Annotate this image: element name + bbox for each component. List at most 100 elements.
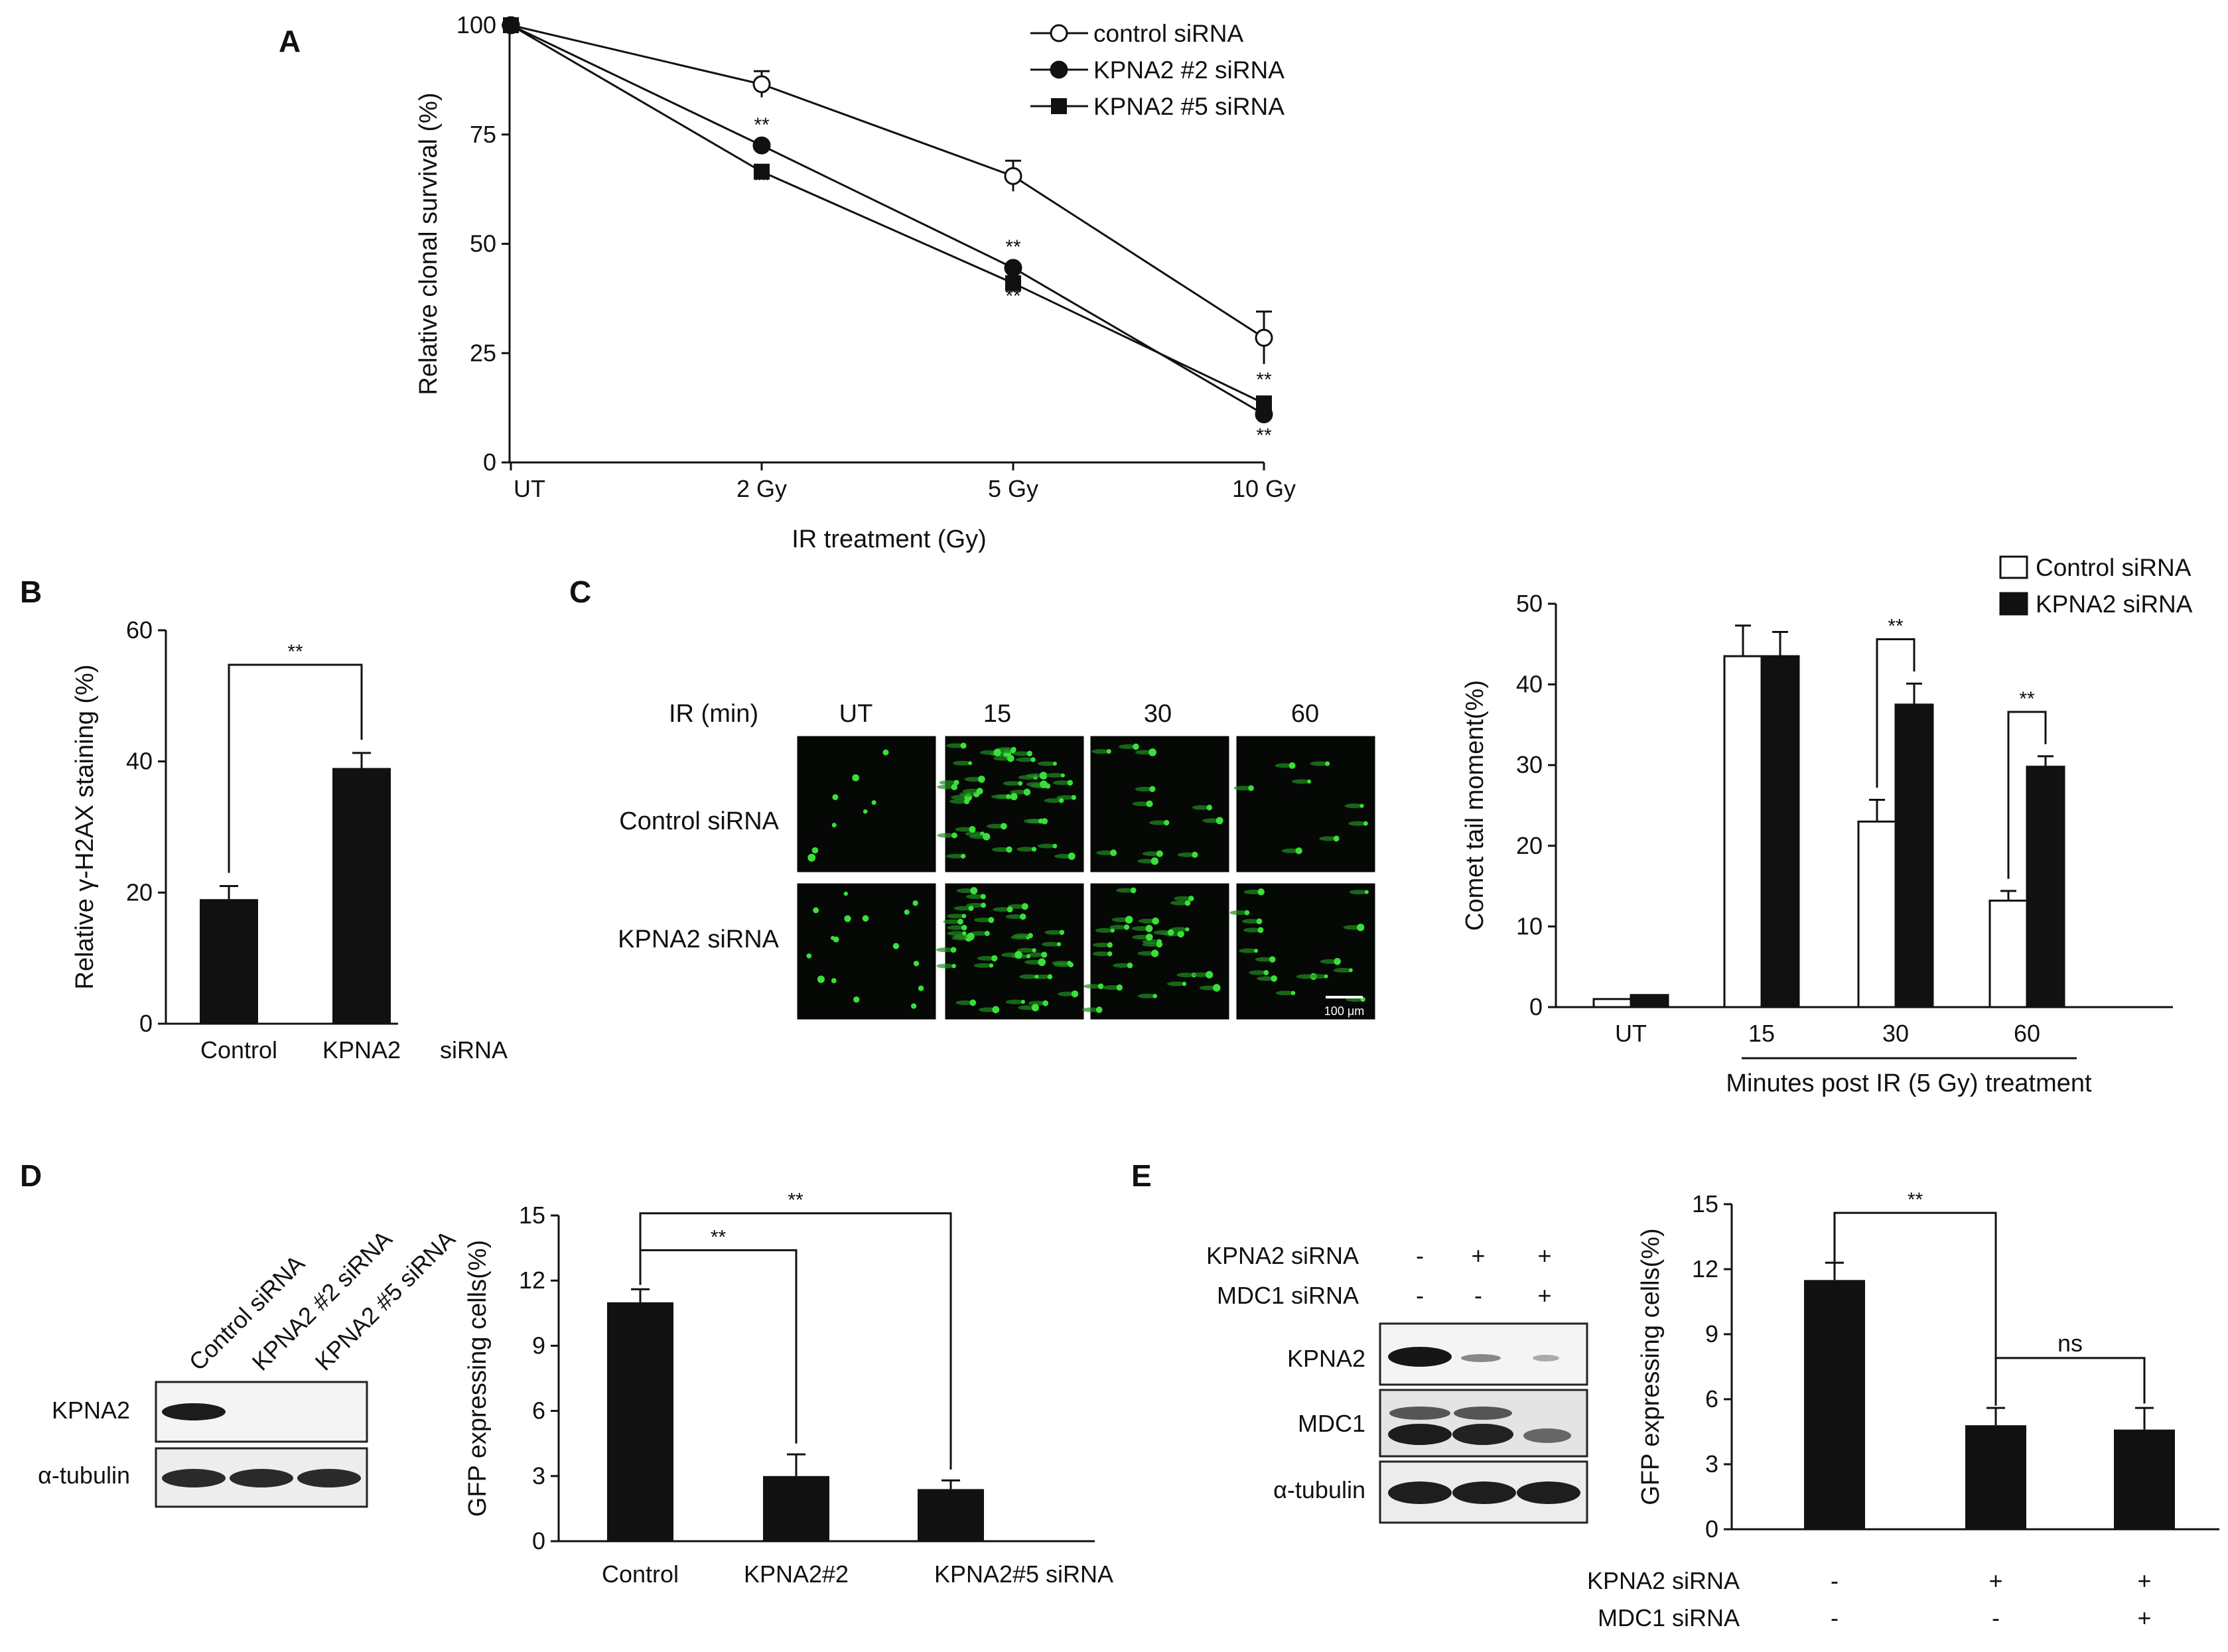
comet-head (1040, 780, 1048, 788)
comet-head (1348, 968, 1353, 973)
comet-head (1042, 1000, 1049, 1006)
data-point-circle (1004, 259, 1022, 277)
comet-head (1307, 779, 1312, 784)
legend-marker (1050, 24, 1068, 42)
comet-head (951, 963, 956, 969)
y-tick-label: 0 (139, 1010, 153, 1037)
comet-head (1068, 852, 1076, 860)
comet-tail (1016, 947, 1036, 953)
comet-head (1058, 797, 1064, 803)
comet-tail (1137, 993, 1156, 998)
legend-label: KPNA2 #2 siRNA (1093, 56, 1285, 84)
comet-head (1359, 803, 1364, 808)
significance-bracket (1994, 1357, 2146, 1404)
comet-tail (1149, 820, 1168, 825)
y-tick-label: 50 (1516, 590, 1543, 617)
comet-head (892, 943, 900, 949)
blot-e-band (1533, 1355, 1559, 1361)
blot-d-row-tubulin: α-tubulin (38, 1462, 130, 1489)
comet-head (831, 978, 837, 984)
y-tick-label: 25 (470, 339, 496, 366)
comet-head (911, 1003, 917, 1009)
comet-head (862, 915, 869, 922)
comet-tail (1007, 904, 1026, 909)
legend-marker (1051, 98, 1067, 114)
comet-head (1248, 785, 1254, 792)
comet-head (1156, 941, 1163, 948)
comet-head (988, 917, 995, 924)
blot-e-row-tubulin: α-tubulin (1273, 1476, 1365, 1503)
data-point-circle (752, 75, 771, 94)
comet-head (918, 985, 924, 991)
comet-col-30: 30 (1144, 700, 1172, 728)
x-tick-label: Control (200, 1036, 277, 1064)
comet-col-60: 60 (1291, 700, 1319, 728)
data-point-square (503, 17, 519, 33)
bar-control (200, 899, 258, 1024)
western-blot-d: Control siRNA KPNA2 #2 siRNA KPNA2 #5 si… (38, 1225, 460, 1508)
significance-label: ** (711, 1226, 727, 1248)
comet-head (970, 887, 978, 895)
comet-tail (947, 931, 966, 936)
y-tick-label: 9 (532, 1332, 545, 1359)
blot-d-band (162, 1403, 226, 1420)
comet-tail (1249, 970, 1268, 975)
significance-label: ** (2019, 688, 2035, 710)
y-tick-label: 20 (126, 878, 153, 906)
comet-head (1184, 900, 1191, 906)
comet-head (968, 906, 974, 912)
panel-label-a: A (279, 24, 301, 58)
comet-head (976, 788, 983, 795)
panel-label-d: D (20, 1158, 42, 1193)
y-tick-label: 50 (470, 230, 496, 257)
blot-e-band (1388, 1347, 1452, 1367)
x-tick-label: 60 (2014, 1020, 2040, 1047)
comet-head (831, 823, 837, 828)
comet-head (1263, 970, 1269, 975)
comet-head (871, 800, 876, 805)
comet-head (1116, 984, 1123, 991)
comet-head (1018, 781, 1023, 786)
comet-tail (1142, 851, 1161, 857)
y-tick-label: 15 (519, 1202, 545, 1229)
comet-head (830, 935, 835, 940)
comet-tail (1083, 984, 1103, 989)
comet-head (992, 1006, 1000, 1014)
comet-head (1295, 847, 1302, 855)
comet-head (1177, 930, 1184, 937)
comet-head (1006, 846, 1012, 853)
comet-head (1010, 793, 1018, 801)
comet-tail (1026, 952, 1046, 957)
blot-e-band (1452, 1481, 1516, 1504)
comet-head (1149, 786, 1156, 793)
comet-head (1007, 906, 1013, 913)
series-line-2 (510, 24, 1265, 405)
comet-tail (1041, 941, 1060, 947)
comet-head (961, 924, 967, 931)
comet-tail (1192, 805, 1211, 810)
comet-head (993, 748, 1001, 756)
comet-tail (1016, 757, 1035, 762)
bar-kpna2-15 (1760, 655, 1800, 1008)
comet-head (1324, 974, 1328, 979)
comet-tail (993, 907, 1012, 912)
comet-tail (1081, 1007, 1101, 1012)
legend-marker (1050, 60, 1068, 79)
comet-tail (955, 1000, 975, 1005)
y-tick-label: 3 (1705, 1450, 1718, 1478)
comet-tail (965, 894, 985, 899)
comet-tile (1088, 734, 1231, 874)
comet-head (983, 833, 991, 841)
comet-head (960, 853, 966, 859)
comet-head (969, 999, 977, 1006)
comet-tail (1241, 919, 1261, 924)
x-tick-label: UT (1615, 1020, 1647, 1047)
comet-col-15: 15 (983, 700, 1011, 728)
comet-head (1133, 743, 1139, 750)
comet-head (1156, 850, 1163, 857)
comet-head (1026, 954, 1031, 959)
comet-head (1007, 754, 1014, 762)
significance-label: ** (754, 170, 770, 192)
comet-tail (1275, 991, 1294, 996)
comet-head (961, 914, 967, 919)
